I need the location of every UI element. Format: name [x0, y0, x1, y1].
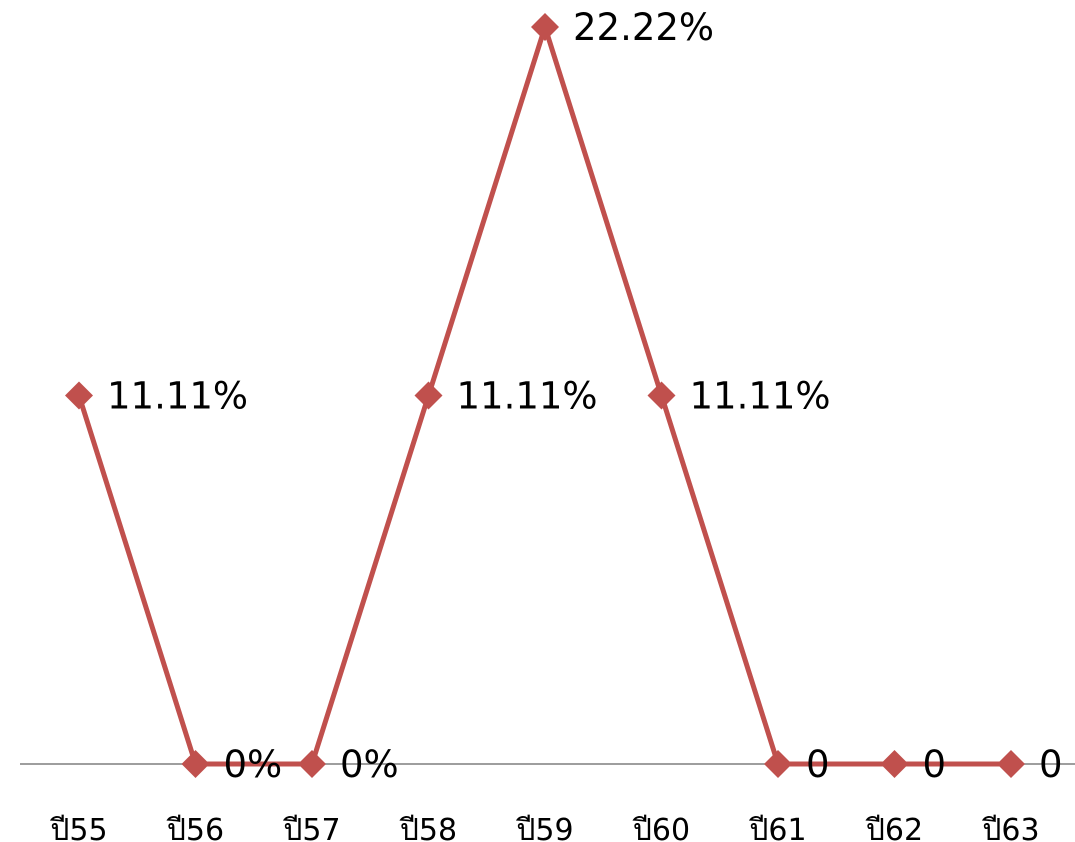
- data-point-marker: [65, 381, 93, 410]
- data-label: 0: [1039, 743, 1063, 786]
- x-tick-label: ปี55: [50, 813, 108, 842]
- data-label: 0%: [224, 743, 283, 786]
- x-tick-label: ปี60: [632, 813, 690, 842]
- x-tick-label: ปี59: [516, 813, 574, 842]
- x-tick-label: ปี63: [982, 813, 1040, 842]
- data-point-marker: [997, 750, 1025, 778]
- data-point-marker: [647, 381, 676, 410]
- data-label: 11.11%: [457, 375, 598, 418]
- x-tick-label: ปี61: [749, 813, 807, 842]
- data-point-marker: [764, 750, 792, 778]
- data-point-marker: [414, 381, 443, 410]
- x-tick-label: ปี56: [166, 813, 224, 842]
- data-label: 0: [923, 743, 947, 786]
- data-point-marker: [531, 13, 559, 41]
- data-point-marker: [181, 750, 210, 778]
- x-tick-label: ปี58: [399, 813, 457, 842]
- data-label: 11.11%: [690, 375, 831, 418]
- data-label: 0%: [340, 743, 399, 786]
- data-label: 0: [806, 743, 830, 786]
- x-tick-label: ปี57: [283, 813, 341, 842]
- marker-layer: [65, 13, 1025, 778]
- data-point-marker: [298, 750, 326, 778]
- data-point-marker: [880, 750, 909, 778]
- x-tick-label: ปี62: [865, 813, 923, 842]
- data-label: 11.11%: [107, 375, 248, 418]
- tick-label-layer: ปี55 ปี56 ปี57 ปี58 ปี59 ปี60 ปี61 ปี62 ปี63: [50, 813, 1040, 842]
- data-label: 22.22%: [573, 6, 714, 49]
- data-label-layer: 11.11% 0% 0% 11.11% 22.22% 11.11% 0 0 0: [107, 6, 1063, 786]
